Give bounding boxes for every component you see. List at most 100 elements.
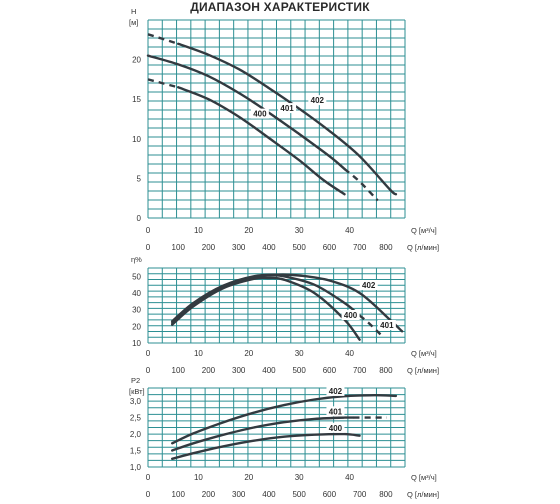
- x-bottom-tick-label: 700: [353, 366, 367, 375]
- x-bottom-axis-label: Q [л/мин]: [407, 243, 439, 252]
- x-top-tick-label: 0: [146, 473, 151, 482]
- x-bottom-tick-label: 400: [262, 366, 276, 375]
- curve-label-401: 401: [280, 104, 294, 113]
- x-top-tick-label: 10: [194, 349, 203, 358]
- curve-label-402: 402: [362, 281, 376, 290]
- curve-label-background: [308, 95, 327, 106]
- x-bottom-tick-label: 300: [232, 366, 246, 375]
- head-curve-401: [146, 54, 346, 171]
- y-axis-unit: [м]: [129, 18, 138, 27]
- curve-label-background: [377, 320, 396, 330]
- head-chart: 0 5 10 15 20 H [м] 0 10 20 30 40 Q [м³/ч] 0 100 200 300 4…: [129, 7, 439, 252]
- head-curve-402-dashed: [147, 33, 179, 45]
- x-top-axis-label: Q [м³/ч]: [411, 349, 437, 358]
- x-top-tick-label: 10: [194, 473, 203, 482]
- curve-label-401: 401: [380, 321, 394, 330]
- x-bottom-tick-label: 400: [262, 243, 276, 252]
- x-bottom-tick-label: 100: [172, 490, 186, 499]
- x-bottom-tick-label: 300: [232, 243, 246, 252]
- x-bottom-tick-label: 800: [379, 243, 393, 252]
- x-top-tick-label: 40: [345, 473, 354, 482]
- x-top-tick-label: 30: [295, 226, 304, 235]
- x-bottom-tick-label: 200: [202, 490, 216, 499]
- efficiency-curve-400: [171, 276, 361, 341]
- x-bottom-tick-label: 0: [146, 490, 151, 499]
- y-tick-label: 2,5: [130, 414, 142, 423]
- x-top-tick-label: 20: [244, 349, 253, 358]
- power-curve-402: [171, 394, 398, 445]
- x-bottom-tick-label: 100: [172, 366, 186, 375]
- curve-label-background: [326, 385, 345, 396]
- x-top-axis-label: Q [м³/ч]: [411, 473, 437, 482]
- head-curve-400-dashed: [147, 78, 179, 89]
- curve-label-background: [359, 280, 378, 290]
- curve-label-400: 400: [253, 110, 267, 119]
- curve-label-background: [326, 422, 345, 433]
- x-top-tick-label: 30: [295, 473, 304, 482]
- x-top-tick-label: 0: [146, 349, 151, 358]
- x-bottom-tick-label: 200: [202, 366, 216, 375]
- x-bottom-tick-label: 500: [292, 243, 306, 252]
- curve-label-402: 402: [311, 96, 325, 105]
- head-curve-400: [177, 86, 346, 196]
- curve-label-400: 400: [329, 424, 343, 433]
- x-bottom-tick-label: 400: [262, 490, 276, 499]
- curve-label-background: [326, 406, 345, 417]
- y-tick-label: 40: [132, 289, 141, 298]
- x-bottom-tick-label: 700: [353, 490, 367, 499]
- y-tick-label: 30: [132, 306, 141, 315]
- curve-label-background: [341, 310, 360, 320]
- y-axis-label: P2: [131, 376, 140, 385]
- x-bottom-tick-label: 600: [323, 490, 337, 499]
- curve-label-background: [250, 108, 269, 119]
- y-tick-label: 5: [137, 174, 142, 183]
- x-bottom-tick-label: 100: [172, 243, 186, 252]
- y-tick-label: 20: [132, 322, 141, 331]
- efficiency-chart: 10 20 30 40 50 η% 0 10 20 30 40 Q [м³/ч] 0 100 200 300 4…: [131, 255, 439, 375]
- x-top-tick-label: 20: [244, 473, 253, 482]
- x-bottom-tick-label: 600: [323, 243, 337, 252]
- curve-label-400: 400: [344, 311, 358, 320]
- figure-title: ДИАПАЗОН ХАРАКТЕРИСТИК: [190, 0, 370, 14]
- efficiency-curve-401-dashed: [358, 314, 382, 336]
- x-bottom-tick-label: 200: [202, 243, 216, 252]
- y-tick-label: 3,0: [130, 397, 142, 406]
- y-tick-label: 1,0: [130, 463, 142, 472]
- power-chart: 1,0 1,5 2,0 2,5 3,0 P2 [кВт] 0 10 20 30 40 Q [м³/ч] 0…: [129, 376, 439, 499]
- x-bottom-tick-label: 0: [146, 366, 151, 375]
- x-bottom-axis-label: Q [л/мин]: [407, 490, 439, 499]
- power-curve-401: [171, 416, 355, 452]
- curve-label-401: 401: [329, 407, 343, 416]
- y-axis-unit: [кВт]: [129, 387, 145, 396]
- x-top-tick-label: 30: [295, 349, 304, 358]
- x-bottom-tick-label: 800: [379, 490, 393, 499]
- x-top-tick-label: 40: [345, 226, 354, 235]
- y-axis-label: H: [131, 7, 136, 16]
- x-bottom-tick-label: 700: [353, 243, 367, 252]
- x-bottom-tick-label: 600: [323, 366, 337, 375]
- head-curve-401-dashed: [343, 167, 379, 202]
- y-tick-label: 1,5: [130, 447, 142, 456]
- y-tick-label: 20: [132, 56, 141, 65]
- y-tick-label: 10: [132, 135, 141, 144]
- y-tick-label: 50: [132, 272, 141, 281]
- curve-label-402: 402: [329, 387, 343, 396]
- head-curve-402: [177, 42, 398, 196]
- x-bottom-axis-label: Q [л/мин]: [407, 366, 439, 375]
- efficiency-curve-402: [171, 273, 404, 333]
- y-tick-label: 0: [137, 214, 142, 223]
- curve-label-background: [278, 103, 297, 114]
- x-top-tick-label: 20: [244, 226, 253, 235]
- y-tick-label: 2,0: [130, 430, 142, 439]
- y-tick-label: 10: [132, 339, 141, 348]
- x-bottom-tick-label: 0: [146, 243, 151, 252]
- x-top-tick-label: 10: [194, 226, 203, 235]
- x-top-axis-label: Q [м³/ч]: [411, 226, 437, 235]
- x-bottom-tick-label: 300: [232, 490, 246, 499]
- x-bottom-tick-label: 800: [379, 366, 393, 375]
- x-top-tick-label: 0: [146, 226, 151, 235]
- y-tick-label: 15: [132, 95, 141, 104]
- y-axis-label: η%: [131, 255, 142, 264]
